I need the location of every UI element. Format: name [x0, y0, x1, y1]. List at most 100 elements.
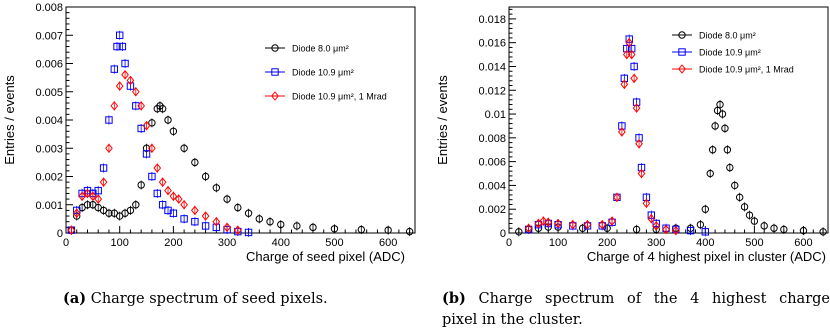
- data-point-21: [726, 163, 734, 172]
- data-point-12: [701, 205, 710, 213]
- x-tick-label: 100: [111, 237, 129, 249]
- y-tick-label: 0.018: [478, 14, 506, 26]
- data-point-16: [632, 103, 641, 113]
- data-point-18: [718, 110, 727, 118]
- data-point-34: [357, 225, 366, 234]
- data-point-19: [169, 191, 178, 202]
- data-point-26: [233, 225, 242, 235]
- data-point-2: [78, 191, 86, 202]
- data-point-36: [405, 227, 414, 236]
- x-axis-label: Charge of 4 highest pixel in cluster (AD…: [587, 249, 826, 264]
- data-point-8: [110, 101, 119, 111]
- y-tick-label: 0.007: [35, 30, 63, 42]
- data-point-19: [721, 124, 729, 133]
- x-tick-label: 300: [218, 237, 236, 249]
- y-tick-label: 0.004: [35, 115, 63, 127]
- y-tick-label: 0.016: [478, 38, 506, 50]
- series-2: [524, 34, 710, 237]
- data-point-10: [121, 69, 129, 80]
- data-point-21: [180, 144, 188, 152]
- x-tick-label: 600: [379, 237, 397, 249]
- data-point-3: [83, 188, 92, 199]
- data-point-9: [115, 81, 124, 91]
- caption-b-text: Charge spectrum of the 4 highest charge: [478, 291, 830, 307]
- legend-entry-1: Diode 8.0 μm²: [265, 44, 349, 54]
- y-tick-label: 0.002: [35, 172, 63, 184]
- y-tick-label: 0.01: [485, 109, 506, 121]
- data-point-27: [244, 209, 253, 217]
- x-axis-label: Charge of seed pixel (ADC): [246, 249, 405, 264]
- data-point-20: [174, 194, 183, 204]
- data-point-13: [625, 37, 634, 48]
- data-point-11: [126, 206, 135, 215]
- data-point-12: [132, 201, 140, 209]
- data-point-7: [105, 116, 113, 124]
- data-point-10: [115, 31, 124, 39]
- legend-label: Diode 10.9 μm²: [292, 68, 354, 78]
- data-point-24: [212, 216, 221, 227]
- data-point-7: [598, 219, 607, 230]
- data-point-20: [169, 127, 178, 136]
- data-point-29: [780, 225, 788, 234]
- data-point-24: [201, 222, 210, 230]
- series-1: [515, 100, 827, 237]
- legend-entry-3: Diode 10.9 μm², 1 Mrad: [672, 64, 794, 75]
- legend-entry-2: Diode 10.9 μm²: [672, 48, 761, 58]
- data-point-32: [309, 223, 317, 232]
- data-point-15: [148, 143, 156, 154]
- x-tick-label: 0: [506, 237, 512, 249]
- data-point-20: [723, 146, 732, 154]
- y-tick-label: 0.006: [478, 157, 506, 169]
- data-point-27: [760, 222, 768, 230]
- data-point-legend: [678, 31, 686, 39]
- data-point-28: [244, 228, 253, 237]
- caption-b: (b) Charge spectrum of the 4 highest cha…: [442, 288, 830, 331]
- data-point-23: [201, 172, 210, 181]
- series-3: [524, 37, 680, 236]
- data-point-22: [191, 158, 199, 167]
- data-point-28: [255, 215, 263, 223]
- data-point-31: [819, 228, 827, 236]
- data-point-30: [799, 226, 808, 235]
- data-point-13: [706, 169, 714, 178]
- x-tick-label: 100: [549, 237, 567, 249]
- data-point-24: [212, 184, 221, 192]
- x-tick-label: 200: [598, 237, 616, 249]
- y-tick-label: 0.006: [35, 59, 63, 71]
- data-point-22: [731, 181, 739, 190]
- y-tick-label: 0.003: [35, 143, 63, 155]
- data-point-35: [384, 226, 392, 234]
- caption-b-line1: (b) Charge spectrum of the 4 highest cha…: [442, 288, 830, 310]
- data-point-30: [277, 220, 285, 229]
- data-point-31: [293, 222, 301, 230]
- y-axis-label: Entries / events: [435, 75, 450, 165]
- data-point-0: [515, 228, 523, 236]
- data-point-22: [662, 224, 670, 235]
- data-point-12: [121, 59, 129, 68]
- data-point-15: [630, 73, 638, 84]
- data-point-17: [158, 177, 167, 187]
- data-point-14: [708, 146, 717, 154]
- legend-entry-3: Diode 10.9 μm², 1 Mrad: [265, 91, 387, 102]
- series-1: [67, 101, 414, 237]
- data-point-1: [72, 208, 81, 219]
- data-point-25: [745, 211, 754, 219]
- caption-a-label: (a): [63, 290, 87, 307]
- legend-label: Diode 10.9 μm²: [699, 48, 761, 58]
- data-point-0: [67, 225, 76, 235]
- data-point-6: [99, 177, 108, 187]
- data-point-6: [603, 224, 611, 232]
- legend-label: Diode 10.9 μm², 1 Mrad: [699, 65, 794, 75]
- data-point-9: [113, 42, 121, 51]
- y-tick-label: 0.002: [478, 204, 506, 216]
- data-point-23: [735, 193, 744, 202]
- data-point-15: [711, 122, 719, 130]
- data-point-legend: [678, 48, 686, 56]
- data-point-0: [524, 223, 533, 234]
- data-point-4: [89, 191, 97, 202]
- y-tick-label: 0.014: [478, 61, 506, 73]
- data-point-20: [647, 213, 656, 224]
- data-point-legend: [271, 44, 279, 52]
- y-tick-label: 0: [500, 228, 506, 240]
